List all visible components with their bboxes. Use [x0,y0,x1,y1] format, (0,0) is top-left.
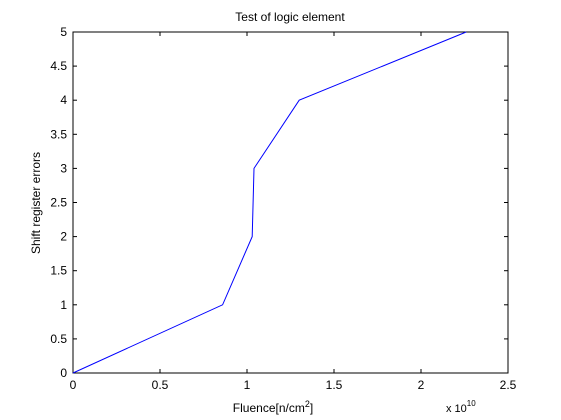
x-tick-label: 2 [418,378,425,392]
y-tick-label: 3.5 [50,127,67,141]
y-tick-label: 0.5 [50,332,67,346]
series-layer [72,31,467,374]
y-tick-label: 2.5 [50,196,67,210]
x-tick-label: 2.5 [500,378,517,392]
y-tick-label: 4.5 [50,59,67,73]
series-line [72,31,467,374]
x-axis-ticks: 0 0.5 1 1.5 2 2.5 [70,32,517,392]
x-axis-label-suffix: ] [310,401,313,415]
y-tick-label: 1 [60,298,67,312]
x-axis-label: Fluence[n/cm2] [233,399,313,415]
y-tick-label: 5 [60,25,67,39]
x-tick-label: 0 [70,378,77,392]
y-axis-label: Shift register errors [29,152,43,254]
x-tick-label: 0.5 [152,378,169,392]
x-axis-multiplier-exponent: 10 [467,399,476,408]
x-tick-label: 1.5 [326,378,343,392]
y-tick-label: 2 [60,230,67,244]
y-tick-label: 1.5 [50,264,67,278]
x-axis-multiplier: x 1010 [446,399,476,415]
y-tick-label: 4 [60,93,67,107]
x-axis-label-main: Fluence[n/cm [233,401,305,415]
plot-area [72,31,509,374]
y-axis-ticks: 0 0.5 1 1.5 2 2.5 3 3.5 4 4.5 5 [50,25,508,380]
chart-title: Test of logic element [235,10,345,24]
y-tick-label: 3 [60,161,67,175]
x-axis-label-superscript: 2 [305,399,310,409]
y-tick-label: 0 [60,366,67,380]
x-tick-label: 1 [244,378,251,392]
x-axis-multiplier-base: x 10 [446,403,467,415]
